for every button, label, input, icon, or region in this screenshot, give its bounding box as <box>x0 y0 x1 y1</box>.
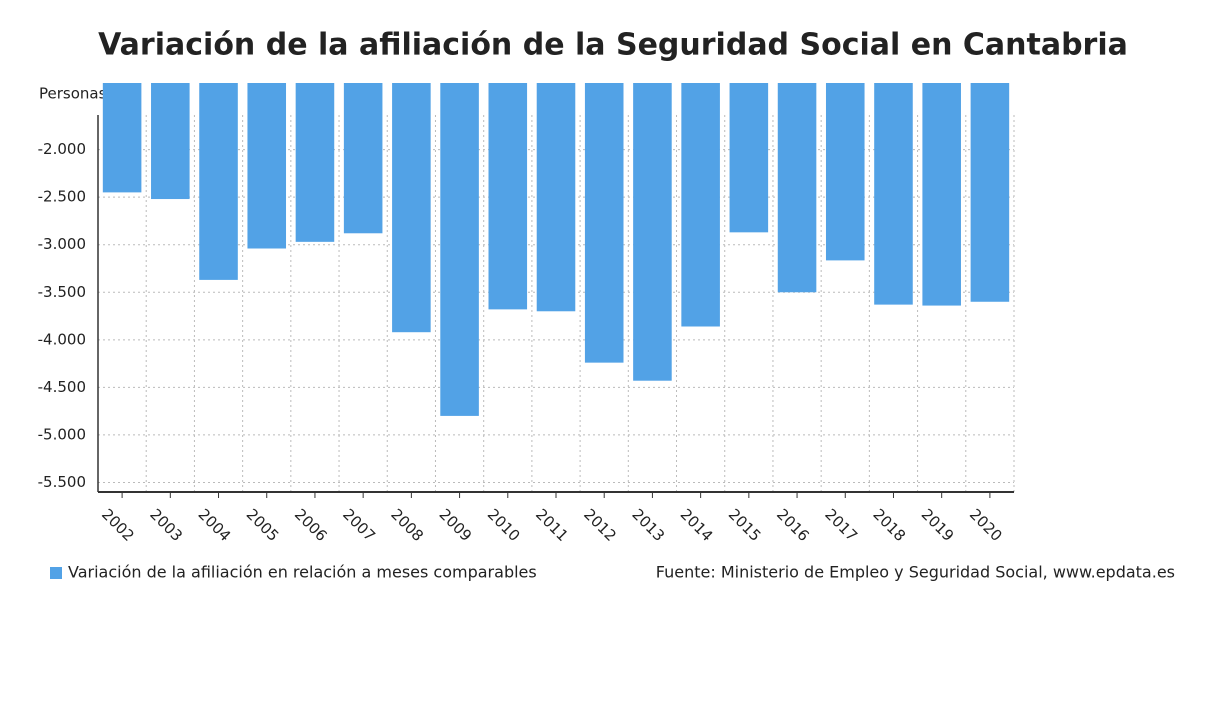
bar <box>392 83 431 333</box>
bar <box>729 83 769 233</box>
x-tick-label: 2006 <box>291 505 331 545</box>
bar <box>295 83 335 242</box>
bar <box>536 83 576 312</box>
y-tick-label: -4.500 <box>38 378 86 396</box>
bar <box>343 83 383 234</box>
x-tick-label: 2008 <box>387 505 427 545</box>
x-tick-label: 2010 <box>484 505 524 545</box>
x-tick-label: 2011 <box>532 505 572 545</box>
source: Fuente: Ministerio de Empleo y Seguridad… <box>656 563 1175 582</box>
y-tick-label: -2.500 <box>38 188 86 206</box>
x-tick-label: 2014 <box>677 505 717 545</box>
y-tick-label: -3.000 <box>38 235 86 253</box>
y-tick-label: -5.500 <box>38 473 86 491</box>
y-axis-label: Personas <box>39 85 107 103</box>
x-tick-label: 2004 <box>195 505 235 545</box>
bar <box>488 83 528 310</box>
bar <box>102 83 142 193</box>
y-tick-label: -2.000 <box>38 140 86 158</box>
bar <box>825 83 865 261</box>
x-tick-label: 2003 <box>146 505 186 545</box>
x-tick-label: 2015 <box>725 505 765 545</box>
y-tick-label: -3.500 <box>38 283 86 301</box>
bar <box>440 83 479 416</box>
x-tick-label: 2009 <box>436 505 476 545</box>
y-tick-label: -5.000 <box>38 425 86 443</box>
y-tick-label: -4.000 <box>38 330 86 348</box>
bar <box>199 83 238 280</box>
bar <box>922 83 961 306</box>
bar <box>633 83 672 381</box>
x-tick-label: 2019 <box>918 505 958 545</box>
bar <box>970 83 1010 302</box>
x-tick-label: 2013 <box>628 505 668 545</box>
x-tick-label: 2020 <box>966 505 1006 545</box>
legend-label: Variación de la afiliación en relación a… <box>68 563 537 582</box>
x-tick-label: 2002 <box>98 505 138 545</box>
x-tick-label: 2016 <box>773 505 813 545</box>
bar <box>777 83 817 293</box>
chart-title: Variación de la afiliación de la Segurid… <box>98 28 1128 63</box>
x-tick-label: 2017 <box>821 505 861 545</box>
x-tick-label: 2007 <box>339 505 379 545</box>
x-tick-label: 2018 <box>869 505 909 545</box>
bar <box>874 83 913 305</box>
bar <box>584 83 624 363</box>
bar <box>151 83 190 200</box>
bar <box>247 83 287 249</box>
x-tick-label: 2005 <box>243 505 283 545</box>
legend-swatch <box>50 567 62 579</box>
bar <box>681 83 720 327</box>
x-tick-label: 2012 <box>580 505 620 545</box>
